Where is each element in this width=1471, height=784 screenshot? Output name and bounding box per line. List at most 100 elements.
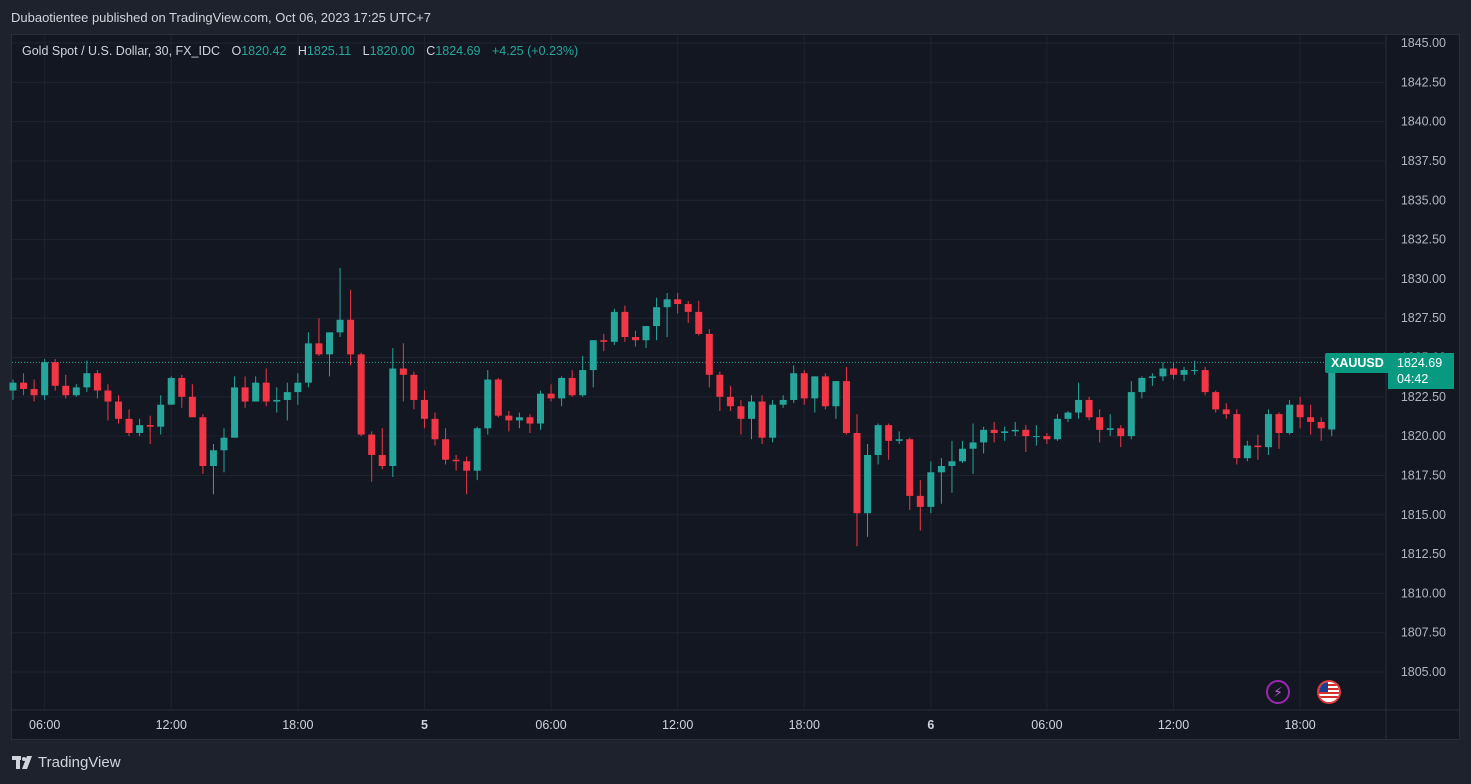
time-tick-label: 5	[421, 718, 428, 732]
candle-body	[959, 448, 966, 462]
candle-body	[631, 337, 639, 341]
candle-body	[1032, 436, 1040, 438]
candle-body	[125, 418, 133, 433]
candle-body	[51, 362, 59, 386]
candle-body	[326, 332, 333, 355]
candle-body	[885, 425, 893, 441]
candle-body	[241, 387, 249, 402]
candle-body	[1286, 404, 1294, 433]
time-tick-label: 12:00	[156, 718, 187, 732]
candle-body	[209, 450, 217, 467]
candle-body	[1222, 409, 1230, 415]
candle-body	[115, 401, 122, 419]
candle-body	[136, 425, 144, 433]
candle-body	[1075, 399, 1083, 413]
brand-name: TradingView	[38, 754, 121, 771]
candle-body	[726, 396, 734, 407]
candle-body	[980, 429, 988, 443]
candle-body	[589, 340, 597, 371]
candle-body	[347, 319, 355, 355]
time-tick-label: 06:00	[29, 718, 60, 732]
candle-body	[853, 432, 861, 514]
candle-body	[420, 399, 428, 419]
candle-body	[663, 299, 671, 308]
time-tick-label: 06:00	[535, 718, 566, 732]
price-tick-label: 1820.00	[1401, 429, 1446, 443]
candle-body	[769, 404, 777, 438]
bar-countdown: 04:42	[1397, 372, 1429, 386]
candle-body	[1148, 376, 1156, 378]
candle-body	[1170, 368, 1177, 375]
candle-body	[357, 354, 365, 435]
candle-body	[1191, 370, 1199, 372]
price-tick-label: 1805.00	[1401, 665, 1446, 679]
candle-body	[20, 382, 28, 389]
candle-body	[93, 373, 101, 391]
candle-body	[1106, 428, 1114, 430]
candle-body	[1127, 392, 1135, 437]
candle-body	[1022, 429, 1030, 437]
candle-body	[969, 442, 977, 449]
candle-body	[220, 437, 228, 451]
tradingview-logo[interactable]: TradingView	[12, 754, 121, 771]
price-tick-label: 1812.50	[1401, 547, 1446, 561]
candle-body	[874, 425, 882, 455]
candle-body	[1254, 445, 1262, 448]
low-value: 1820.00	[369, 44, 415, 58]
candle-body	[748, 401, 755, 419]
price-tick-label: 1845.00	[1401, 36, 1446, 50]
candle-body	[252, 382, 260, 402]
price-tick-label: 1822.50	[1401, 390, 1446, 404]
change-value: +4.25 (+0.23%)	[492, 44, 579, 58]
price-tick-label: 1832.50	[1401, 233, 1446, 247]
candle-body	[674, 299, 682, 305]
candle-body	[1201, 370, 1209, 393]
candle-body	[600, 340, 608, 342]
candle-body	[9, 382, 17, 391]
candle-body	[41, 362, 49, 396]
candle-body	[610, 311, 618, 342]
candle-body	[494, 379, 502, 416]
candle-body	[262, 382, 270, 402]
candle-body	[463, 461, 471, 471]
candle-body	[157, 404, 165, 427]
candle-body	[832, 381, 840, 407]
candle-body	[283, 392, 291, 400]
candle-body	[1011, 429, 1019, 432]
candle-body	[104, 390, 112, 402]
candle-body	[304, 343, 312, 383]
us-flag-icon[interactable]	[1317, 680, 1341, 704]
close-label: C	[426, 44, 436, 58]
candle-body	[199, 417, 207, 467]
candle-body	[716, 374, 724, 397]
time-tick-label: 18:00	[282, 718, 313, 732]
candle-body	[895, 439, 903, 441]
candle-body	[1180, 370, 1188, 375]
candle-body	[515, 417, 523, 421]
candle-body	[273, 399, 281, 402]
candle-body	[83, 373, 91, 388]
candle-body	[1317, 421, 1325, 429]
candle-body	[389, 368, 397, 467]
candle-body	[1096, 417, 1104, 430]
open-value: 1820.42	[241, 44, 287, 58]
candle-body	[758, 401, 766, 438]
candle-body	[336, 319, 344, 333]
high-value: 1825.11	[306, 44, 352, 58]
candle-body	[653, 307, 661, 327]
candle-body	[1275, 414, 1283, 433]
close-value: 1824.69	[435, 44, 481, 58]
lightning-icon[interactable]: ⚡	[1266, 680, 1290, 704]
candle-body	[294, 382, 302, 393]
candle-body	[1233, 414, 1241, 459]
price-tick-label: 1842.50	[1401, 75, 1446, 89]
ohlc-legend: Gold Spot / U.S. Dollar, 30, FX_IDC O182…	[22, 44, 578, 58]
candle-body	[410, 374, 418, 400]
candle-body	[684, 304, 692, 312]
price-tick-label: 1830.00	[1401, 272, 1446, 286]
price-tick-label: 1810.00	[1401, 586, 1446, 600]
candle-body	[1064, 412, 1072, 419]
open-label: O	[231, 44, 242, 58]
candle-body	[568, 377, 576, 396]
